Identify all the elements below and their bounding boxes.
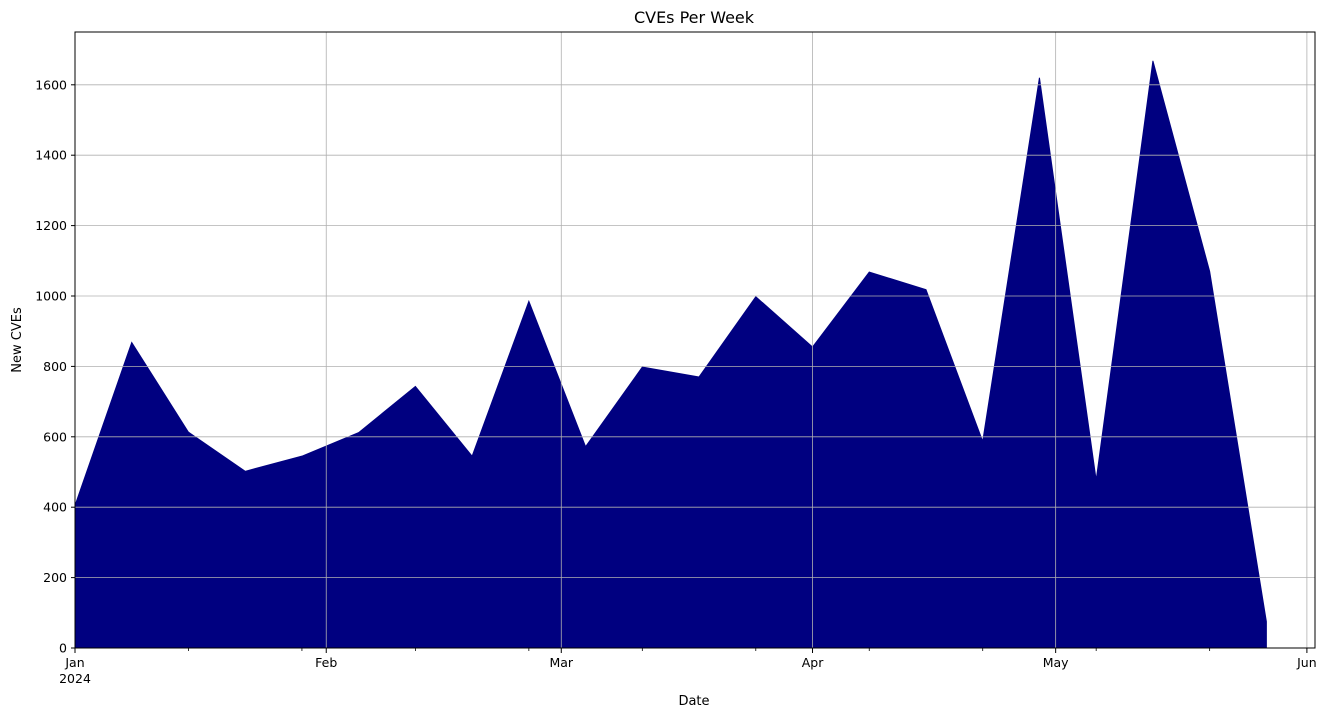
plot-frame [74, 31, 1316, 649]
y-tick-label: 400 [43, 500, 67, 515]
x-tick-label: Jan [64, 655, 84, 670]
y-tick-label: 200 [43, 570, 67, 585]
y-tick-label: 1600 [35, 77, 67, 92]
x-tick-label: Jun [1296, 655, 1317, 670]
x-tick-sublabel: 2024 [59, 671, 91, 686]
x-tick-label: Mar [549, 655, 573, 670]
area-series [74, 60, 1267, 649]
y-tick-label: 800 [43, 359, 67, 374]
x-tick-label: Apr [802, 655, 824, 670]
y-tick-label: 0 [59, 641, 67, 656]
x-tick-label: May [1043, 655, 1069, 670]
x-tick-label: Feb [315, 655, 337, 670]
x-axis-label: Date [678, 694, 709, 709]
y-tick-label: 600 [43, 429, 67, 444]
chart-title: CVEs Per Week [634, 8, 755, 27]
y-tick-label: 1400 [35, 148, 67, 163]
y-tick-label: 1200 [35, 218, 67, 233]
y-tick-label: 1000 [35, 289, 67, 304]
y-axis-label: New CVEs [10, 307, 25, 373]
